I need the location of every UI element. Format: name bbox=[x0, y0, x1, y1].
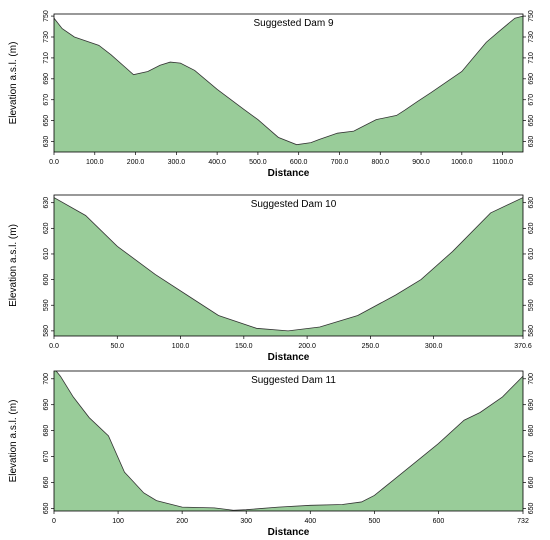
y-tick-label-right: 660 bbox=[528, 477, 535, 489]
y-tick-label-right: 690 bbox=[528, 73, 535, 85]
x-tick-label: 600 bbox=[433, 518, 445, 525]
y-tick-label-right: 730 bbox=[528, 31, 535, 43]
y-tick-label-left: 580 bbox=[43, 325, 50, 337]
x-tick-label: 1000.0 bbox=[451, 159, 473, 166]
chart-panel-1: 0.0 100.0 200.0 300.0 400.0 500.0 600.0 700.0 80… bbox=[8, 10, 535, 179]
y-tick-label-left: 590 bbox=[43, 299, 50, 311]
y-tick-label-right: 690 bbox=[528, 399, 535, 411]
y-tick-label-right: 680 bbox=[528, 425, 535, 437]
x-tick-label: 200.0 bbox=[127, 159, 145, 166]
chart-title: Suggested Dam 11 bbox=[251, 375, 336, 386]
x-tick-label: 100 bbox=[112, 518, 124, 525]
y-tick-label-left: 630 bbox=[43, 136, 50, 148]
chart-title: Suggested Dam 9 bbox=[253, 18, 333, 29]
terrain-profile-line bbox=[54, 197, 523, 332]
y-tick-label-left: 710 bbox=[43, 52, 50, 64]
y-tick-label-right: 670 bbox=[528, 94, 535, 106]
x-tick-label: 0.0 bbox=[49, 159, 59, 166]
y-tick-label-left: 690 bbox=[43, 73, 50, 85]
y-tick-label-right: 580 bbox=[528, 325, 535, 337]
y-tick-label-right: 620 bbox=[528, 222, 535, 234]
x-tick-label: 0.0 bbox=[49, 343, 59, 350]
x-tick-label: 0 bbox=[52, 518, 56, 525]
x-tick-label: 200.0 bbox=[298, 343, 316, 350]
y-tick-label-left: 690 bbox=[43, 399, 50, 411]
y-tick-label-left: 750 bbox=[43, 10, 50, 22]
x-tick-label: 250.0 bbox=[362, 343, 380, 350]
x-tick-label: 500.0 bbox=[249, 159, 267, 166]
x-tick-label: 400.0 bbox=[208, 159, 226, 166]
x-axis-label: Distance bbox=[268, 527, 310, 538]
x-tick-label: 500 bbox=[369, 518, 381, 525]
y-axis-label: Elevation a.s.l. (m) bbox=[8, 400, 19, 483]
x-tick-label: 900.0 bbox=[412, 159, 430, 166]
y-tick-label-left: 610 bbox=[43, 248, 50, 260]
y-axis-label: Elevation a.s.l. (m) bbox=[8, 42, 19, 125]
y-tick-label-left: 730 bbox=[43, 31, 50, 43]
y-tick-label-right: 610 bbox=[528, 248, 535, 260]
terrain-area bbox=[54, 197, 523, 336]
x-tick-label: 300.0 bbox=[168, 159, 186, 166]
x-tick-label: 700.0 bbox=[331, 159, 349, 166]
y-tick-label-right: 710 bbox=[528, 52, 535, 64]
chart-panel-3: 0 100 200 300 400 500 600 732 650 650 660 660 670 670… bbox=[8, 370, 535, 538]
plot-frame bbox=[53, 370, 524, 512]
y-tick-label-left: 600 bbox=[43, 274, 50, 286]
y-tick-label-left: 620 bbox=[43, 222, 50, 234]
x-tick-label: 200 bbox=[176, 518, 188, 525]
chart-panel-2: 0.0 50.0 100.0 150.0 200.0 250.0 300.0 370.6 580… bbox=[8, 194, 535, 363]
x-tick-label: 400 bbox=[304, 518, 316, 525]
x-tick-label: 600.0 bbox=[290, 159, 308, 166]
y-axis-label: Elevation a.s.l. (m) bbox=[8, 224, 19, 307]
plot-frame bbox=[53, 194, 524, 337]
y-tick-label-right: 590 bbox=[528, 299, 535, 311]
y-tick-label-right: 650 bbox=[528, 502, 535, 514]
x-axis-label: Distance bbox=[268, 168, 310, 179]
plot-frame bbox=[53, 13, 524, 153]
x-axis-label: Distance bbox=[268, 352, 310, 363]
y-tick-label-right: 630 bbox=[528, 197, 535, 209]
x-tick-label: 800.0 bbox=[371, 159, 389, 166]
y-tick-label-right: 630 bbox=[528, 136, 535, 148]
x-tick-label: 300 bbox=[240, 518, 252, 525]
y-tick-label-right: 600 bbox=[528, 274, 535, 286]
x-tick-label: 50.0 bbox=[110, 343, 124, 350]
x-tick-label: 732 bbox=[517, 518, 529, 525]
x-tick-label: 370.6 bbox=[514, 343, 532, 350]
y-tick-label-left: 700 bbox=[43, 373, 50, 385]
y-tick-label-left: 650 bbox=[43, 502, 50, 514]
terrain-profile-line bbox=[54, 15, 523, 146]
y-tick-label-left: 680 bbox=[43, 425, 50, 437]
y-tick-label-left: 670 bbox=[43, 94, 50, 106]
y-tick-label-right: 670 bbox=[528, 451, 535, 463]
y-tick-label-left: 670 bbox=[43, 451, 50, 463]
terrain-profile-line bbox=[55, 371, 523, 511]
y-tick-label-left: 660 bbox=[43, 477, 50, 489]
y-tick-label-left: 630 bbox=[43, 197, 50, 209]
chart-title: Suggested Dam 10 bbox=[251, 199, 337, 210]
y-tick-label-right: 750 bbox=[528, 10, 535, 22]
x-tick-label: 150.0 bbox=[235, 343, 253, 350]
terrain-area bbox=[54, 16, 523, 152]
y-tick-label-right: 650 bbox=[528, 115, 535, 127]
terrain-area bbox=[54, 371, 523, 511]
x-tick-label: 100.0 bbox=[172, 343, 190, 350]
x-tick-label: 1100.0 bbox=[492, 159, 513, 166]
x-tick-label: 300.0 bbox=[425, 343, 443, 350]
y-tick-label-left: 650 bbox=[43, 115, 50, 127]
y-tick-label-right: 700 bbox=[528, 373, 535, 385]
x-tick-label: 100.0 bbox=[86, 159, 104, 166]
